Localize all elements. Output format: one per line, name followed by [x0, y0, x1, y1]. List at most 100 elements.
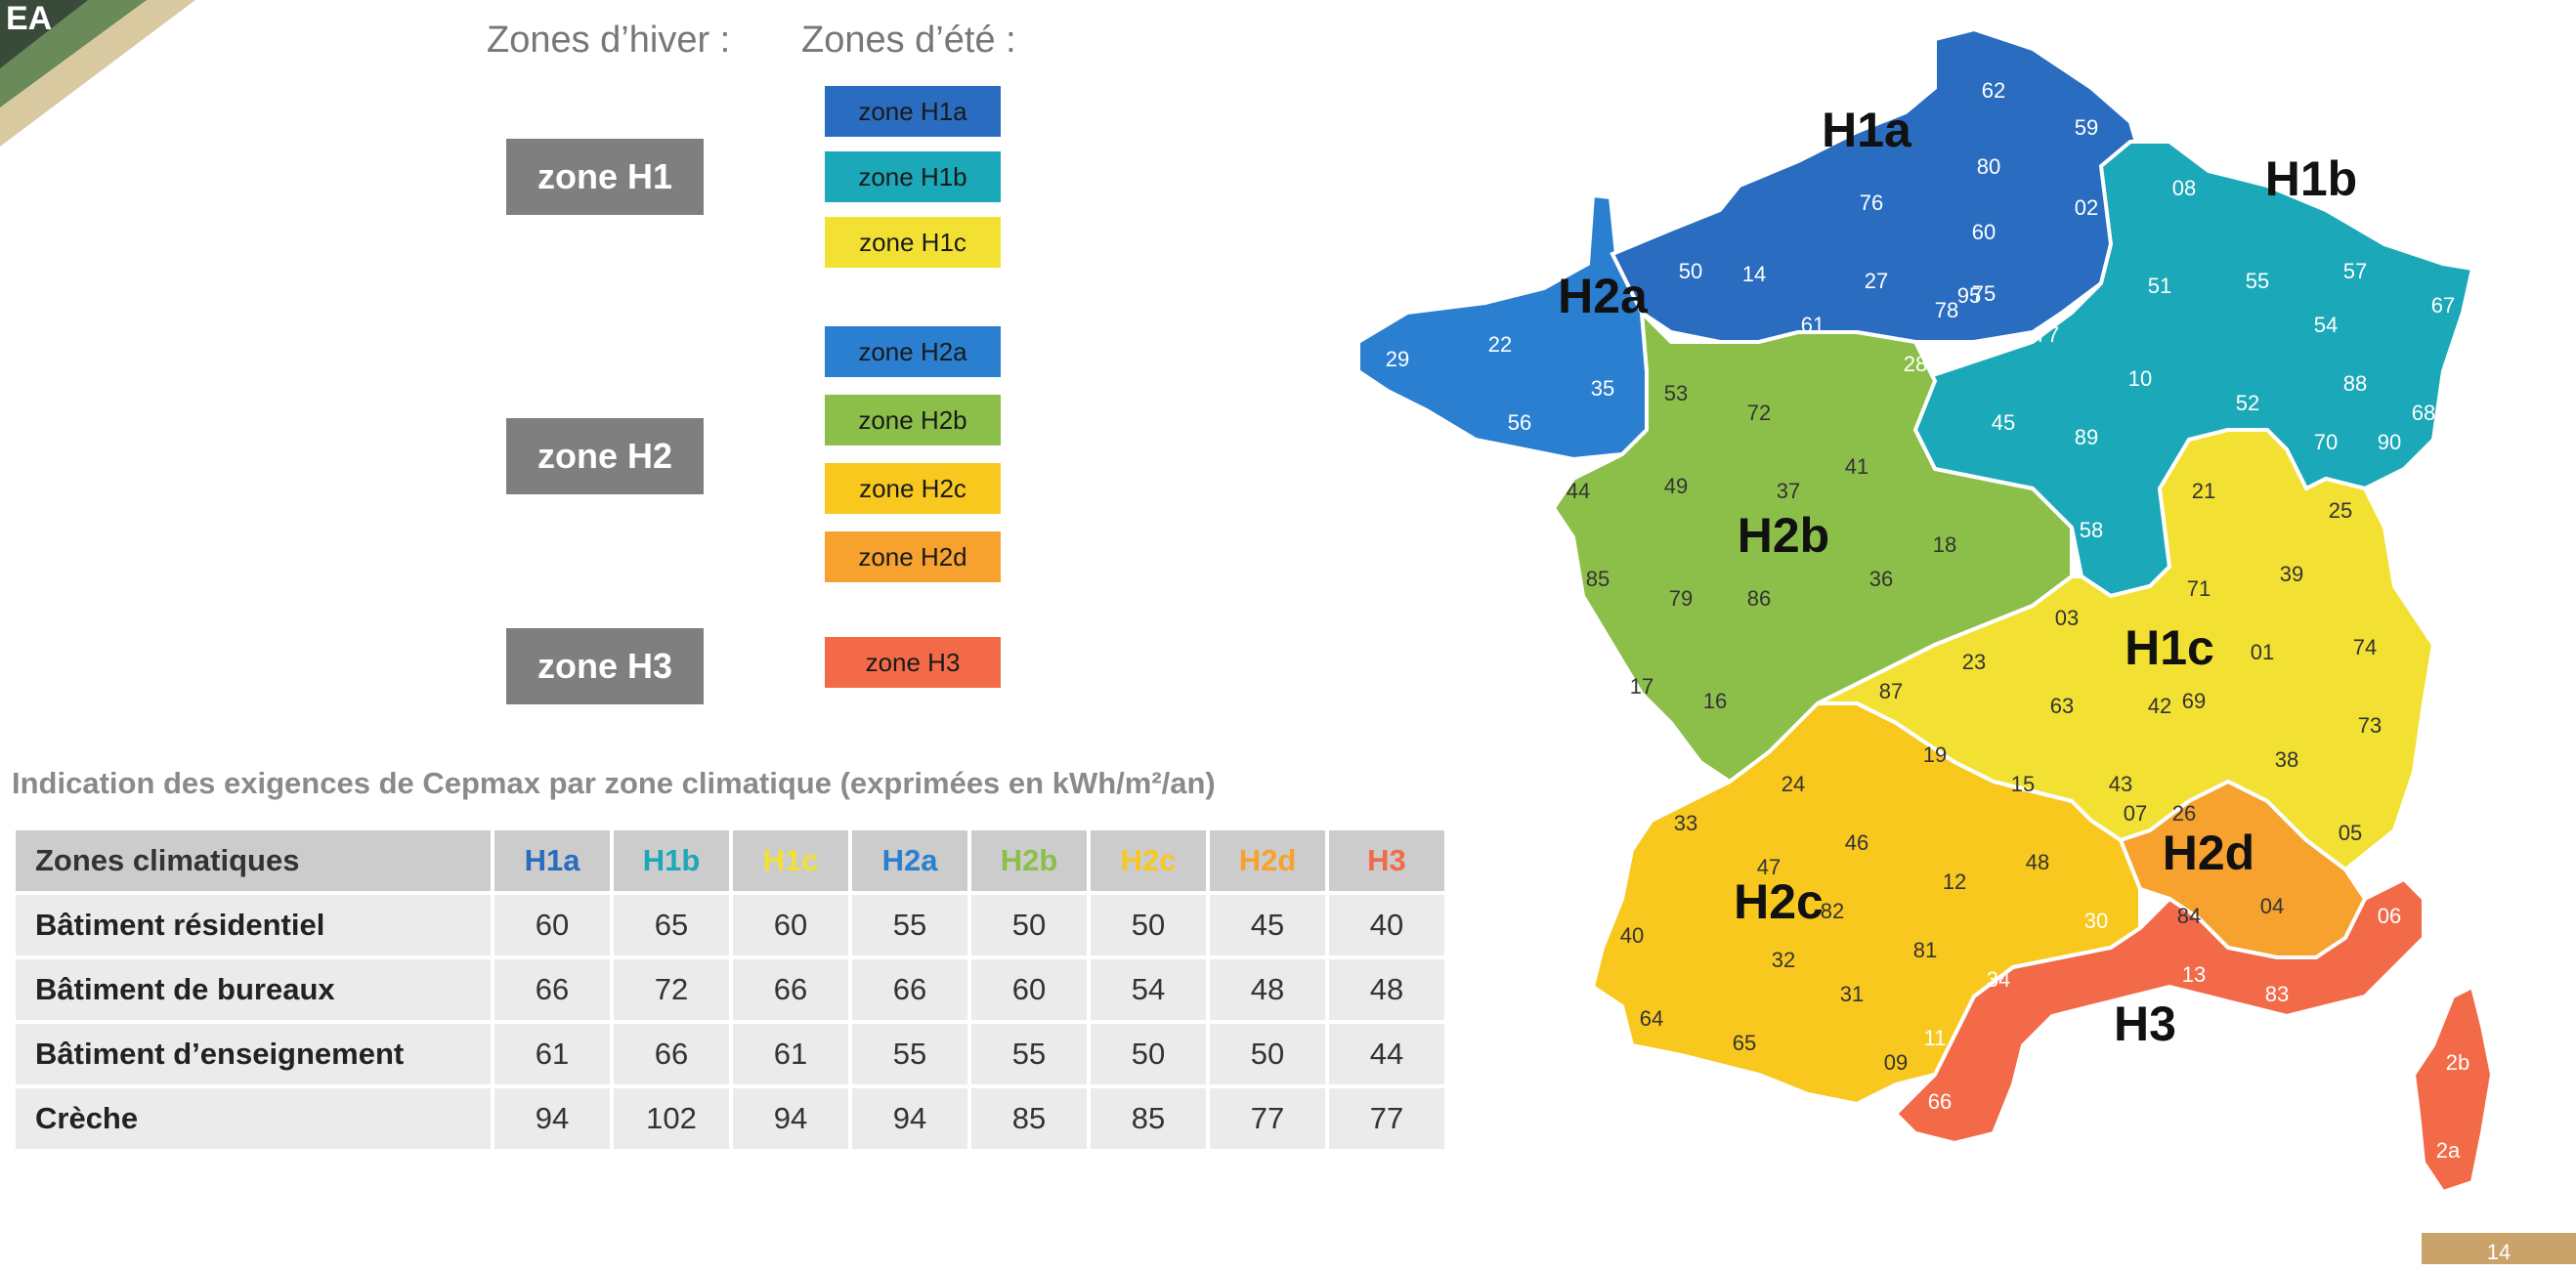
- department-label: 68: [2412, 401, 2435, 425]
- department-label: 16: [1703, 689, 1727, 713]
- header-zone-h2b: H2b: [971, 830, 1087, 891]
- department-label: 22: [1488, 332, 1512, 357]
- table-cell: 72: [614, 959, 729, 1020]
- summer-zone-h2d: zone H2d: [825, 531, 1001, 582]
- department-label: 59: [2075, 115, 2098, 140]
- table-cell: 40: [1329, 895, 1444, 955]
- table-cell: 61: [733, 1024, 848, 1084]
- department-label: 80: [1977, 154, 2000, 179]
- table-cell: 60: [733, 895, 848, 955]
- department-label: 63: [2050, 694, 2074, 718]
- winter-zone-h2: zone H2: [506, 418, 704, 494]
- department-label: 39: [2280, 562, 2303, 586]
- row-label: Bâtiment de bureaux: [16, 959, 491, 1020]
- department-label: 10: [2128, 366, 2152, 391]
- department-label: 13: [2182, 962, 2206, 987]
- department-label: 72: [1747, 401, 1771, 425]
- department-label: 67: [2431, 293, 2455, 318]
- department-label: 83: [2265, 982, 2289, 1006]
- department-label: 90: [2378, 430, 2401, 454]
- department-label: 62: [1982, 78, 2005, 103]
- header-zones-climatiques: Zones climatiques: [16, 830, 491, 891]
- table-row: Bâtiment de bureaux 66 72 66 66 60 54 48 48: [16, 959, 1444, 1020]
- table-cell: 50: [1091, 895, 1206, 955]
- department-label: 2a: [2436, 1138, 2461, 1163]
- map-region-h2a: [1356, 192, 1649, 462]
- department-label: 40: [1620, 923, 1644, 948]
- department-label: 76: [1860, 191, 1883, 215]
- department-label: 28: [1904, 352, 1927, 376]
- cepmax-table: Zones climatiques H1a H1b H1c H2a H2b H2…: [12, 827, 1448, 1153]
- department-label: 26: [2172, 801, 2196, 826]
- department-label: 11: [1924, 1026, 1947, 1050]
- header-zone-h2c: H2c: [1091, 830, 1206, 891]
- department-label: 17: [1630, 674, 1653, 699]
- summer-zone-h2a: zone H2a: [825, 326, 1001, 377]
- department-label: 15: [2011, 772, 2035, 796]
- header-zone-h2a: H2a: [852, 830, 967, 891]
- header-zone-h1c: H1c: [733, 830, 848, 891]
- department-label: 18: [1933, 532, 1956, 557]
- department-label: 87: [1879, 679, 1903, 703]
- table-cell: 50: [1210, 1024, 1325, 1084]
- table-cell: 44: [1329, 1024, 1444, 1084]
- table-cell: 102: [614, 1088, 729, 1149]
- department-label: 21: [2192, 479, 2215, 503]
- header-zone-h1b: H1b: [614, 830, 729, 891]
- department-label: 33: [1674, 811, 1697, 835]
- zone-labels: H1a H1b H1c H2a H2b H2c H2d H3: [1558, 103, 2357, 1051]
- logo-fragment: EA: [0, 0, 195, 147]
- department-label: 44: [1567, 479, 1590, 503]
- department-label: 55: [2246, 269, 2269, 293]
- department-label: 09: [1884, 1050, 1908, 1075]
- table-row: Crèche 94 102 94 94 85 85 77 77: [16, 1088, 1444, 1149]
- summer-zone-h2c: zone H2c: [825, 463, 1001, 514]
- table-cell: 60: [971, 959, 1087, 1020]
- department-label: 43: [2109, 772, 2132, 796]
- map-region-h1a: [1610, 26, 2143, 344]
- department-label: 75: [1972, 281, 1996, 306]
- table-cell: 85: [1091, 1088, 1206, 1149]
- summer-zone-h1a: zone H1a: [825, 86, 1001, 137]
- summer-zones-heading: Zones d’été :: [801, 20, 1016, 61]
- department-label: 84: [2177, 904, 2201, 928]
- map-regions: [1356, 26, 2495, 1195]
- department-label: 82: [1821, 899, 1844, 923]
- department-label: 56: [1508, 410, 1531, 435]
- department-label: 2b: [2446, 1050, 2469, 1075]
- table-cell: 66: [614, 1024, 729, 1084]
- zone-label-h2b: H2b: [1738, 508, 1829, 563]
- table-cell: 45: [1210, 895, 1325, 955]
- department-label: 02: [2075, 195, 2098, 220]
- winter-zone-h1: zone H1: [506, 139, 704, 215]
- page-number: 14: [2422, 1233, 2576, 1264]
- table-cell: 55: [971, 1024, 1087, 1084]
- department-label: 60: [1972, 220, 1996, 244]
- zone-label-h3: H3: [2114, 996, 2176, 1051]
- winter-zones-heading: Zones d’hiver :: [487, 20, 731, 61]
- department-label: 38: [2275, 747, 2298, 772]
- department-label: 19: [1923, 742, 1947, 767]
- department-label: 47: [1757, 855, 1781, 879]
- table-row: Bâtiment résidentiel 60 65 60 55 50 50 45 40: [16, 895, 1444, 955]
- department-label: 01: [2251, 640, 2274, 664]
- department-label: 88: [2343, 371, 2367, 396]
- department-label: 78: [1935, 298, 1958, 322]
- department-label: 42: [2148, 694, 2171, 718]
- table-cell: 55: [852, 895, 967, 955]
- summer-zone-h1b: zone H1b: [825, 151, 1001, 202]
- department-label: 03: [2055, 606, 2079, 630]
- department-label: 66: [1928, 1089, 1952, 1114]
- table-cell: 66: [733, 959, 848, 1020]
- table-cell: 94: [733, 1088, 848, 1149]
- table-caption: Indication des exigences de Cepmax par z…: [12, 766, 1216, 800]
- department-label: 69: [2182, 689, 2206, 713]
- table-cell: 54: [1091, 959, 1206, 1020]
- department-label: 70: [2314, 430, 2338, 454]
- summer-zone-h3: zone H3: [825, 637, 1001, 688]
- department-label: 35: [1591, 376, 1614, 401]
- department-label: 58: [2080, 518, 2103, 542]
- winter-zone-h3: zone H3: [506, 628, 704, 704]
- zone-label-h2c: H2c: [1734, 874, 1824, 929]
